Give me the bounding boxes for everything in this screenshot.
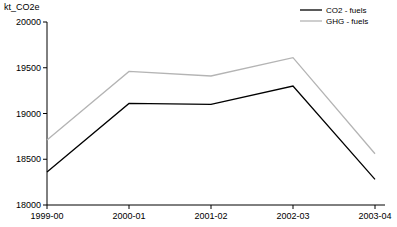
y-tick-label: 20000	[16, 17, 41, 27]
y-axis-label: kt_CO2e	[4, 2, 40, 12]
y-tick	[43, 159, 47, 160]
legend-swatch	[300, 20, 322, 21]
y-tick	[43, 67, 47, 68]
y-tick	[43, 113, 47, 114]
x-tick	[47, 205, 48, 209]
x-tick	[129, 205, 130, 209]
plot-lines	[47, 58, 375, 180]
x-tick	[375, 205, 376, 209]
x-tick-label: 2002-03	[276, 211, 309, 221]
x-tick-label: 1999-00	[30, 211, 63, 221]
x-tick	[293, 205, 294, 209]
legend-label: GHG - fuels	[326, 17, 368, 26]
y-tick-label: 18000	[16, 200, 41, 210]
series-line	[47, 86, 375, 179]
y-tick-label: 19500	[16, 63, 41, 73]
x-tick	[211, 205, 212, 209]
y-tick-label: 19000	[16, 109, 41, 119]
x-tick-label: 2003-04	[358, 211, 391, 221]
legend-label: CO2 - fuels	[326, 6, 366, 15]
x-tick-label: 2001-02	[194, 211, 227, 221]
y-tick	[43, 22, 47, 23]
y-tick	[43, 205, 47, 206]
legend-swatch	[300, 9, 322, 10]
x-tick-label: 2000-01	[112, 211, 145, 221]
y-tick-label: 18500	[16, 154, 41, 164]
x-axis-line	[47, 205, 385, 206]
series-line	[47, 58, 375, 154]
